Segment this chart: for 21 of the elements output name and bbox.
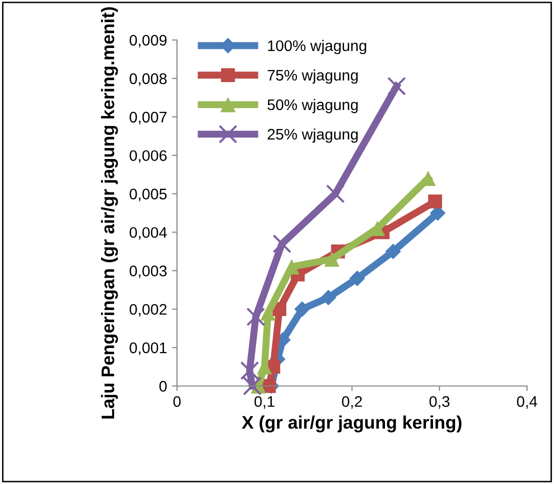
- y-axis-title: Laju Pengeringan (gr air/gr jagung kering.menit): [101, 7, 118, 418]
- legend-label: 25% wjagung: [268, 128, 358, 143]
- y-tick-label: 0,009: [130, 34, 167, 48]
- x-tick-label: 0: [173, 396, 181, 407]
- legend-label: 75% wjagung: [268, 69, 358, 84]
- x-tick-label: 0,4: [516, 396, 538, 409]
- x-tick-label: 0,2: [342, 396, 362, 409]
- y-tick-label: 0,005: [130, 188, 167, 202]
- x-tick-label: 0,3: [429, 396, 450, 409]
- x-axis-title: X (gr air/gr jagung kering): [242, 416, 462, 432]
- legend-label: 50% wjagung: [268, 98, 358, 114]
- y-tick-label: 0,006: [130, 150, 167, 163]
- y-tick-label: 0,007: [130, 112, 167, 124]
- x-tick-label: 0,1: [254, 396, 274, 409]
- y-tick-label: 0,004: [130, 227, 167, 240]
- y-tick-label: 0,008: [130, 73, 167, 86]
- y-tick-label: 0,002: [130, 304, 167, 317]
- y-tick-label: 0,003: [130, 266, 167, 278]
- y-tick-label: 0,001: [130, 342, 167, 356]
- legend-label: 100% wjagung: [268, 40, 366, 54]
- y-tick-label: 0: [159, 380, 167, 392]
